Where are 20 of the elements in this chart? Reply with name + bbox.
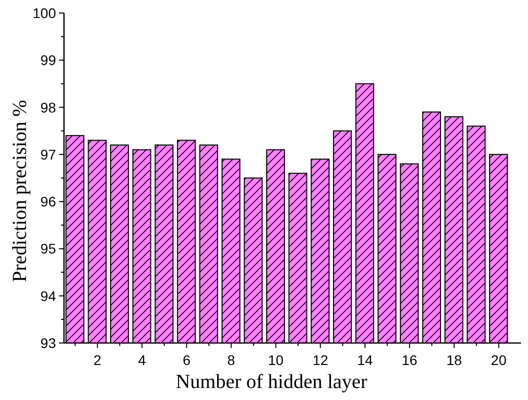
y-axis-title: Prediction precision % (9, 100, 31, 282)
x-tick-label: 10 (268, 352, 284, 368)
x-tick-label: 2 (94, 352, 102, 368)
y-tick-label: 96 (40, 194, 56, 210)
x-tick-label: 4 (138, 352, 146, 368)
y-tick-label: 98 (40, 99, 56, 116)
x-tick-label: 18 (446, 352, 462, 368)
x-tick-label: 14 (357, 352, 373, 368)
y-tick-label: 100 (32, 5, 56, 21)
x-tick-label: 16 (402, 352, 418, 368)
x-tick-label: 8 (227, 352, 236, 368)
y-tick-label: 95 (40, 240, 56, 257)
y-tick-label: 93 (40, 335, 56, 351)
y-tick-label: 99 (40, 52, 56, 68)
x-tick-label: 6 (182, 352, 191, 368)
y-tick-label: 97 (40, 146, 56, 162)
x-tick-label: 12 (312, 352, 328, 368)
x-tick-label: 20 (490, 352, 507, 368)
y-tick-label: 94 (40, 288, 56, 304)
x-axis-title: Number of hidden layer (176, 371, 368, 393)
